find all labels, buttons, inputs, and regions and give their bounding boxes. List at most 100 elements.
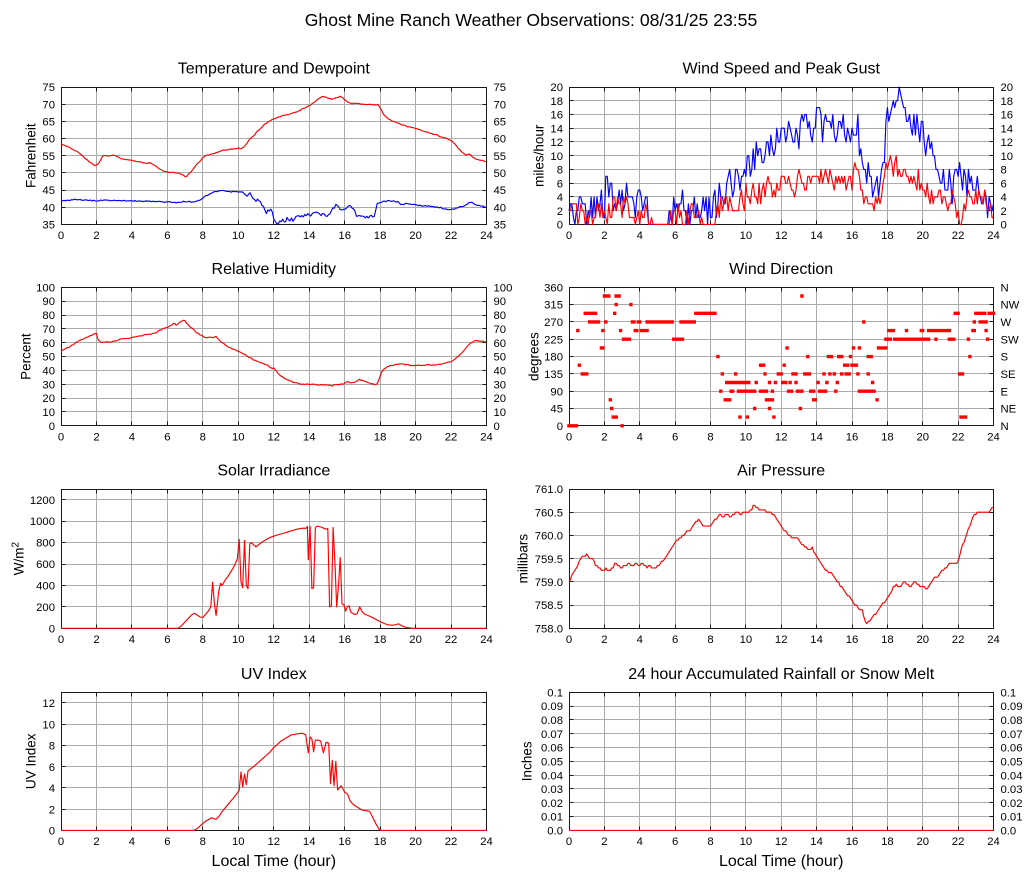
svg-text:75: 75 bbox=[494, 82, 507, 94]
svg-text:45: 45 bbox=[42, 185, 55, 197]
svg-text:14: 14 bbox=[810, 836, 823, 848]
svg-text:0.0: 0.0 bbox=[1001, 826, 1017, 838]
svg-text:2: 2 bbox=[601, 432, 607, 444]
svg-text:2: 2 bbox=[1001, 206, 1007, 218]
svg-text:10: 10 bbox=[740, 230, 753, 242]
svg-text:16: 16 bbox=[338, 230, 351, 242]
svg-text:8: 8 bbox=[49, 741, 55, 753]
svg-text:24: 24 bbox=[480, 432, 493, 444]
svg-text:2: 2 bbox=[93, 432, 99, 444]
svg-text:4: 4 bbox=[637, 432, 643, 444]
svg-text:0: 0 bbox=[566, 634, 572, 646]
svg-text:0: 0 bbox=[58, 634, 64, 646]
svg-text:6: 6 bbox=[164, 432, 170, 444]
svg-text:S: S bbox=[1001, 352, 1009, 364]
svg-text:UV Index: UV Index bbox=[24, 733, 39, 789]
svg-text:Ghost Mine Ranch Weather Obser: Ghost Mine Ranch Weather Observations: 0… bbox=[305, 10, 758, 30]
svg-text:0.08: 0.08 bbox=[541, 715, 563, 727]
svg-text:18: 18 bbox=[881, 836, 894, 848]
svg-text:0.1: 0.1 bbox=[1001, 687, 1017, 699]
svg-text:761.0: 761.0 bbox=[535, 484, 563, 496]
svg-text:0: 0 bbox=[566, 836, 572, 848]
svg-text:24: 24 bbox=[480, 836, 493, 848]
svg-text:0.0: 0.0 bbox=[547, 826, 563, 838]
svg-text:14: 14 bbox=[303, 432, 316, 444]
svg-text:760.0: 760.0 bbox=[535, 531, 563, 543]
svg-text:0.08: 0.08 bbox=[1001, 715, 1023, 727]
svg-text:0: 0 bbox=[1001, 220, 1007, 232]
svg-text:70: 70 bbox=[42, 324, 55, 336]
svg-text:6: 6 bbox=[1001, 178, 1007, 190]
svg-text:0.06: 0.06 bbox=[1001, 743, 1023, 755]
svg-text:10: 10 bbox=[232, 836, 245, 848]
svg-text:2: 2 bbox=[557, 206, 563, 218]
svg-text:0: 0 bbox=[49, 623, 55, 635]
svg-text:0: 0 bbox=[58, 836, 64, 848]
svg-text:50: 50 bbox=[494, 168, 507, 180]
svg-text:24: 24 bbox=[987, 634, 1000, 646]
svg-text:22: 22 bbox=[952, 230, 965, 242]
svg-text:12: 12 bbox=[1001, 137, 1014, 149]
svg-text:Local Time (hour): Local Time (hour) bbox=[212, 853, 337, 870]
svg-text:N: N bbox=[1001, 282, 1009, 294]
svg-text:2: 2 bbox=[93, 230, 99, 242]
svg-text:6: 6 bbox=[164, 836, 170, 848]
svg-text:20: 20 bbox=[917, 432, 930, 444]
svg-text:degrees: degrees bbox=[527, 332, 542, 381]
svg-text:8: 8 bbox=[200, 836, 206, 848]
svg-text:270: 270 bbox=[544, 317, 563, 329]
svg-text:Wind Direction: Wind Direction bbox=[729, 261, 833, 278]
svg-text:24: 24 bbox=[480, 230, 493, 242]
svg-text:NW: NW bbox=[1001, 300, 1020, 312]
svg-text:65: 65 bbox=[42, 116, 55, 128]
svg-text:0.1: 0.1 bbox=[547, 687, 563, 699]
svg-text:80: 80 bbox=[494, 310, 507, 322]
svg-text:0.03: 0.03 bbox=[1001, 784, 1023, 796]
svg-text:20: 20 bbox=[409, 230, 422, 242]
svg-text:100: 100 bbox=[36, 282, 55, 294]
svg-text:12: 12 bbox=[268, 836, 281, 848]
svg-text:24: 24 bbox=[480, 634, 493, 646]
svg-text:12: 12 bbox=[550, 137, 563, 149]
svg-text:10: 10 bbox=[494, 407, 507, 419]
svg-text:10: 10 bbox=[42, 407, 55, 419]
svg-text:8: 8 bbox=[707, 634, 713, 646]
svg-text:18: 18 bbox=[881, 634, 894, 646]
svg-text:0.02: 0.02 bbox=[541, 798, 563, 810]
svg-text:0: 0 bbox=[557, 220, 563, 232]
svg-text:SE: SE bbox=[1001, 369, 1017, 381]
svg-text:8: 8 bbox=[1001, 165, 1007, 177]
svg-text:90: 90 bbox=[494, 296, 507, 308]
svg-text:6: 6 bbox=[164, 230, 170, 242]
svg-text:4: 4 bbox=[49, 783, 55, 795]
svg-text:100: 100 bbox=[494, 282, 513, 294]
svg-text:10: 10 bbox=[232, 432, 245, 444]
svg-text:0: 0 bbox=[49, 826, 55, 838]
svg-text:6: 6 bbox=[672, 432, 678, 444]
svg-text:14: 14 bbox=[303, 836, 316, 848]
svg-text:40: 40 bbox=[494, 366, 507, 378]
svg-text:135: 135 bbox=[544, 369, 563, 381]
svg-text:Air Pressure: Air Pressure bbox=[737, 463, 825, 480]
svg-text:22: 22 bbox=[445, 634, 458, 646]
svg-text:90: 90 bbox=[42, 296, 55, 308]
svg-text:60: 60 bbox=[494, 338, 507, 350]
svg-text:758.0: 758.0 bbox=[535, 623, 563, 635]
svg-text:0: 0 bbox=[58, 432, 64, 444]
svg-text:0.01: 0.01 bbox=[1001, 812, 1023, 824]
svg-text:60: 60 bbox=[494, 134, 507, 146]
svg-text:18: 18 bbox=[374, 432, 387, 444]
svg-text:Local Time (hour): Local Time (hour) bbox=[719, 853, 844, 870]
svg-text:14: 14 bbox=[1001, 123, 1014, 135]
svg-text:0: 0 bbox=[566, 432, 572, 444]
svg-text:10: 10 bbox=[740, 432, 753, 444]
svg-text:400: 400 bbox=[36, 581, 55, 593]
svg-text:14: 14 bbox=[810, 432, 823, 444]
svg-text:SW: SW bbox=[1001, 334, 1020, 346]
svg-text:65: 65 bbox=[494, 116, 507, 128]
svg-text:70: 70 bbox=[494, 324, 507, 336]
svg-text:NE: NE bbox=[1001, 404, 1017, 416]
svg-text:Inches: Inches bbox=[520, 741, 535, 781]
svg-text:16: 16 bbox=[338, 836, 351, 848]
svg-text:4: 4 bbox=[1001, 192, 1007, 204]
